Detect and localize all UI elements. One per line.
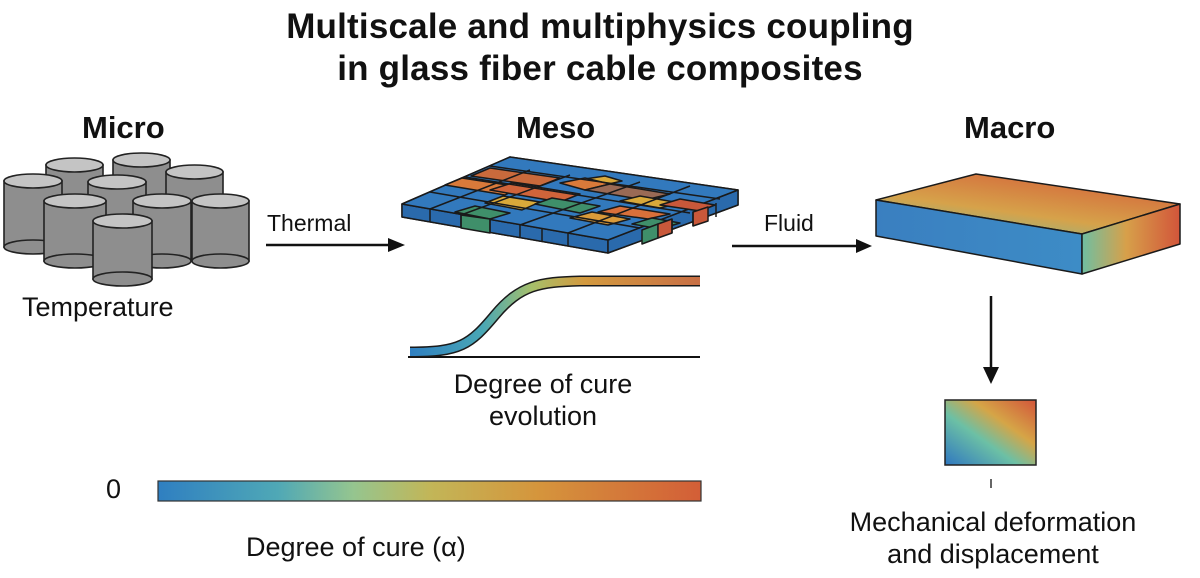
cure-evolution-line-1: Degree of cure [453, 369, 633, 399]
macro-label: Macro [964, 110, 1056, 145]
mechanical-caption: Mechanical deformation and displacement [788, 506, 1198, 570]
micro-label: Micro [82, 110, 165, 145]
thermal-arrow-icon [266, 238, 405, 252]
fiber-cylinders-icon [3, 152, 250, 287]
mechanical-line-2: and displacement [887, 539, 1099, 569]
thermal-label: Thermal [267, 210, 352, 236]
mechanical-line-1: Mechanical deformation [849, 507, 1137, 537]
woven-tow-grid-icon [401, 156, 739, 254]
colorbar [157, 480, 702, 502]
colorbar-min-label: 0 [106, 474, 122, 504]
composite-slab-icon [875, 173, 1181, 275]
deformation-element-icon [944, 399, 1037, 466]
meso-label: Meso [516, 110, 596, 145]
title-line-2: in glass fiber cable composites [337, 49, 863, 88]
cure-evolution-line-2: evolution [488, 401, 598, 431]
title-line-1: Multiscale and multiphysics coupling [286, 7, 914, 46]
cure-curve-icon [408, 275, 700, 358]
fluid-arrow-icon [732, 239, 872, 253]
down-arrow-icon [983, 296, 999, 384]
colorbar-axis-label: Degree of cure (α) [246, 532, 466, 562]
fluid-label: Fluid [764, 210, 814, 236]
cure-evolution-caption: Degree of cure evolution [408, 368, 678, 432]
temperature-label: Temperature [22, 292, 174, 322]
figure-title: Multiscale and multiphysics coupling in … [0, 6, 1200, 90]
